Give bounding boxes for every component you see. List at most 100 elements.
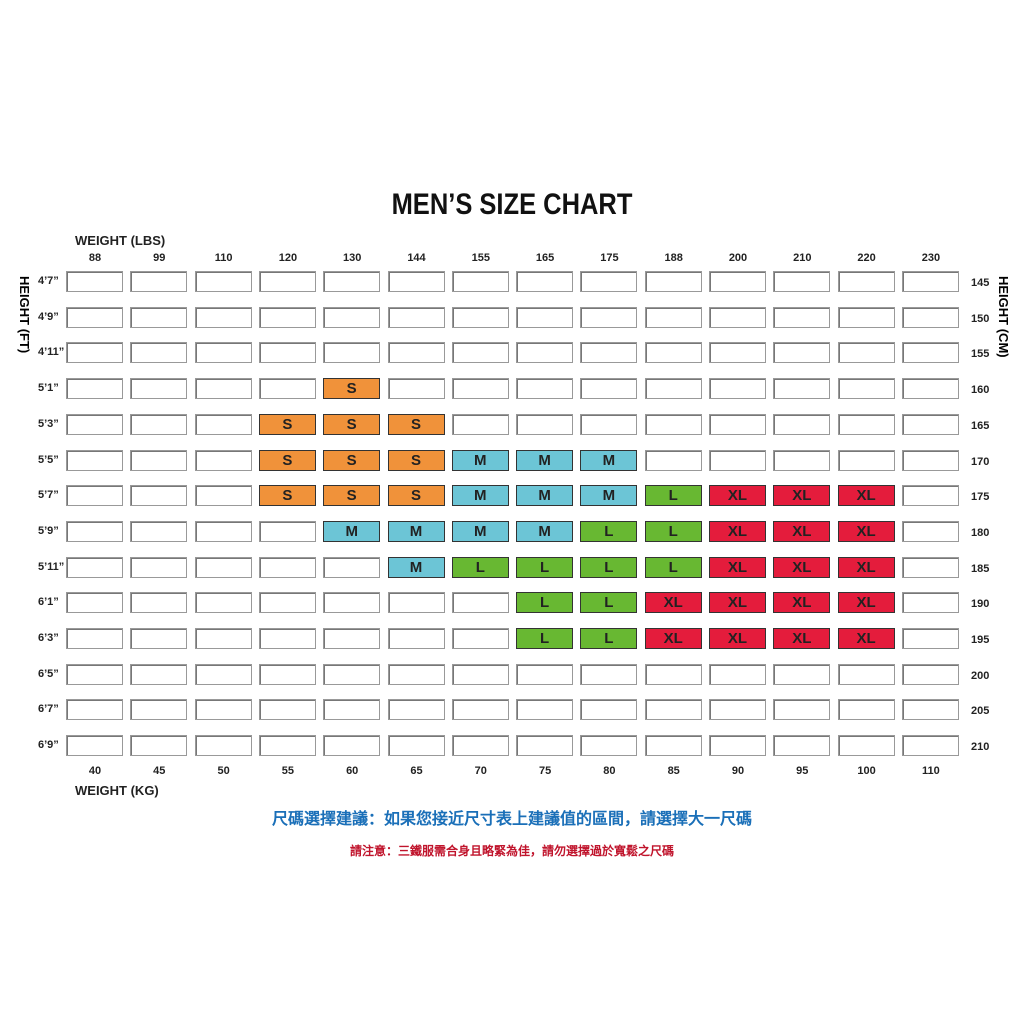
size-cell: S [387,485,445,507]
size-cell [387,735,445,757]
kg-label: 110 [922,765,940,777]
size-cell [66,271,123,292]
size-cell: XL [709,556,766,578]
size-cell [387,306,445,328]
size-cell [451,413,509,435]
size-cell [194,735,252,757]
size-cell [644,699,702,721]
size-cell [901,378,959,400]
size-cell [66,699,123,721]
size-cell: S [387,449,445,471]
size-cell [580,663,638,685]
size-cell [516,413,574,435]
size-cell: L [516,628,574,649]
title: MEN’S SIZE CHART [391,188,633,221]
size-cell: XL [837,556,895,578]
size-cell [66,485,123,507]
size-cell [130,699,188,721]
ft-label: 4’11” [38,346,65,359]
kg-label: 55 [281,765,295,777]
size-cell [66,413,123,435]
size-cell [644,413,702,435]
size-cell [837,413,895,435]
size-cell [66,342,123,364]
size-cell: L [580,520,638,542]
size-cell [773,342,831,364]
size-cell [258,342,316,364]
size-cell [258,628,316,649]
size-cell: XL [709,520,766,542]
size-cell [387,342,445,364]
kg-label: 45 [153,765,166,777]
size-cell [130,306,188,328]
size-cell [773,449,831,471]
size-cell: M [323,520,381,542]
size-cell: S [323,413,381,435]
size-cell [837,378,895,400]
size-cell [258,592,316,614]
size-cell: L [644,556,702,578]
size-cell [130,556,188,578]
size-cell [773,271,831,292]
lbs-label: 144 [407,252,426,264]
size-cell: M [516,449,574,471]
size-cell [709,306,766,328]
ft-label: 6’9” [38,739,59,752]
size-cell: XL [773,556,831,578]
size-cell [709,699,766,721]
size-cell [901,271,959,292]
size-cell: M [516,520,574,542]
size-cell [516,342,574,364]
ft-label: 4’7” [38,275,59,287]
size-cell: M [580,449,638,471]
kg-label: 85 [667,765,680,777]
size-cell [773,378,831,400]
lbs-label: 188 [664,252,683,264]
size-cell: S [323,378,381,400]
size-cell [130,378,188,400]
size-cell [194,413,252,435]
size-cell [516,735,574,757]
size-cell [130,271,188,292]
size-cell [130,663,188,685]
size-cell [66,735,123,757]
size-cell [323,735,381,757]
size-cell [580,342,638,364]
ft-label: 5’3” [38,417,59,430]
ft-label: 5’5” [38,453,59,466]
size-cell: S [323,449,381,471]
size-cell [901,699,959,721]
size-cell [451,306,509,328]
size-cell: S [387,413,445,435]
size-cell [901,413,959,435]
lbs-label: 88 [88,252,102,264]
size-cell [773,735,831,757]
size-cell [66,592,123,614]
size-cell [387,378,445,400]
size-cell [516,271,574,292]
size-cell [644,271,702,292]
size-cell [387,592,445,614]
size-cell [130,413,188,435]
kg-label: 80 [603,765,616,777]
size-cell [130,735,188,757]
size-cell: M [387,520,445,542]
size-cell: XL [837,485,895,507]
size-cell: XL [644,592,702,614]
lbs-label: 220 [857,252,876,264]
cm-label: 175 [971,491,990,504]
weight-kg-label: WEIGHT (KG) [75,783,159,798]
size-cell [258,271,316,292]
size-cell: S [258,449,316,471]
size-cell [644,663,702,685]
size-cell: XL [773,485,831,507]
size-cell [773,699,831,721]
size-cell [580,378,638,400]
size-cell [516,306,574,328]
size-cell [773,306,831,328]
size-cell [451,699,509,721]
size-cell: XL [837,520,895,542]
cm-label: 150 [971,312,990,325]
size-cell: L [451,556,509,578]
